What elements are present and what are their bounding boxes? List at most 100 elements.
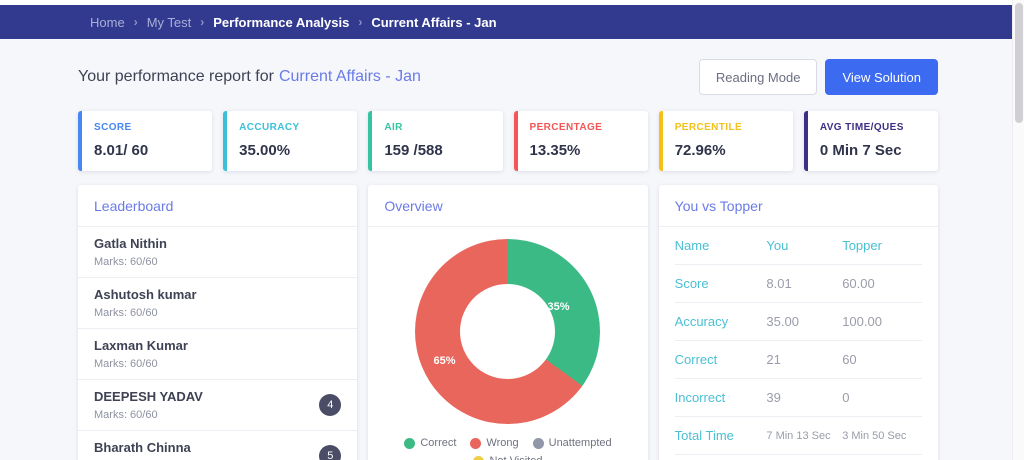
overview-chart: 35% 65% [415,239,601,424]
stat-card: AVG TIME/QUES 0 Min 7 Sec [803,111,939,171]
leaderboard-item: Ashutosh kumar Marks: 60/60 [78,278,358,329]
stat-label: PERCENTILE [674,122,743,133]
main-content: Your performance report for Current Affai… [0,39,1012,460]
column-header-topper: Topper [842,238,882,253]
legend-label: Wrong [486,437,519,449]
legend-dot [532,437,544,449]
leaderboard-name: Ashutosh kumar [94,287,197,302]
stat-value: 0 Min 7 Sec [819,142,902,159]
stat-label: ACCURACY [239,122,300,133]
report-header: Your performance report for Current Affai… [78,59,938,95]
leaderboard-panel: Leaderboard Gatla Nithin Marks: 60/60 As… [78,185,358,460]
stat-value: 13.35% [529,142,581,159]
breadcrumb-item-my-test[interactable]: My Test [146,14,192,30]
leaderboard-marks: Marks: 60/60 [94,409,158,421]
page-title: Your performance report for Current Affai… [78,68,421,86]
stat-card: PERCENTILE 72.96% [658,111,793,171]
stat-card: SCORE 8.01/ 60 [78,111,213,171]
comparison-row-accuracy: Accuracy 35.00 100.00 [674,303,922,341]
comparison-header-row: Name You Topper [674,227,922,265]
leaderboard-marks: Marks: 60/60 [94,358,158,370]
comparison-row-total-time: Total Time 7 Min 13 Sec 3 Min 50 Sec [674,417,922,455]
legend-dot [473,455,485,460]
legend-item-wrong[interactable]: Wrong [470,437,519,449]
legend-dot [404,437,416,449]
comparison-topper-value: 100.00 [842,314,882,329]
comparison-you-value: 39 [766,390,781,405]
stat-value: 8.01/ 60 [94,142,149,159]
comparison-you-value: 7 Min 13 Sec [766,429,831,442]
scrollbar-thumb[interactable] [1015,3,1023,123]
stat-label: AIR [384,122,403,133]
rank-badge: 5 [319,445,342,460]
comparison-metric: Accuracy [674,314,729,329]
comparison-row-incorrect: Incorrect 39 0 [674,379,922,417]
you-vs-topper-title: You vs Topper [658,185,938,227]
leaderboard-marks: Marks: 60/60 [94,307,158,319]
comparison-topper-value: 60.00 [842,276,875,291]
slice-label-wrong: 65% [433,355,456,367]
comparison-table: Name You Topper Score 8.01 60.00 Accurac… [659,227,938,455]
chart-legend: Correct Wrong Unattempted [368,437,647,460]
reading-mode-button[interactable]: Reading Mode [698,59,818,95]
legend-label: Correct [420,437,457,449]
comparison-metric: Total Time [674,428,734,443]
leaderboard-title: Leaderboard [78,185,358,227]
breadcrumb-item-performance-analysis[interactable]: Performance Analysis [213,14,350,30]
stat-value: 159 /588 [384,142,443,159]
chevron-right-icon: › [358,15,363,29]
comparison-topper-value: 60 [842,352,857,367]
leaderboard-item: Laxman Kumar Marks: 60/60 [78,329,358,380]
leaderboard-item: Gatla Nithin Marks: 60/60 [78,227,358,278]
stat-value: 72.96% [674,142,726,159]
page-title-test-name: Current Affairs - Jan [278,68,421,85]
comparison-you-value: 21 [766,352,781,367]
column-header-name: Name [674,238,710,253]
comparison-topper-value: 0 [842,390,850,405]
stat-label: SCORE [94,122,132,133]
overview-panel: Overview 35% 65% Correct [368,185,648,460]
legend-item-unattempted[interactable]: Unattempted [532,437,612,449]
comparison-metric: Score [674,276,709,291]
chevron-right-icon: › [200,15,205,29]
slice-label-correct: 35% [547,301,570,313]
stat-card: PERCENTAGE 13.35% [513,111,648,171]
top-strip [0,0,1012,5]
scrollbar[interactable] [1012,0,1024,460]
legend-row: Correct Wrong Unattempted [404,437,612,449]
legend-item-not-visited[interactable]: Not Visited [473,455,542,460]
leaderboard-item: DEEPESH YADAV Marks: 60/60 4 [78,380,358,431]
legend-label: Not Visited [489,455,542,460]
comparison-you-value: 8.01 [766,276,792,291]
panels-row: Leaderboard Gatla Nithin Marks: 60/60 As… [78,185,938,460]
stat-cards: SCORE 8.01/ 60 ACCURACY 35.00% AIR 159 /… [78,111,939,171]
legend-dot [470,437,482,449]
leaderboard-list: Gatla Nithin Marks: 60/60 Ashutosh kumar… [78,227,358,460]
stat-value: 35.00% [239,142,291,159]
you-vs-topper-panel: You vs Topper Name You Topper Score 8.01… [658,185,938,460]
rank-badge: 4 [319,394,342,416]
donut-hole [460,284,556,379]
leaderboard-name: Bharath Chinna [94,440,191,455]
view-solution-button[interactable]: View Solution [825,59,938,95]
overview-title: Overview [368,185,648,227]
leaderboard-name: Gatla Nithin [94,236,167,251]
stat-card: AIR 159 /588 [368,111,503,171]
stat-card: ACCURACY 35.00% [223,111,358,171]
comparison-metric: Correct [674,352,718,367]
leaderboard-name: Laxman Kumar [94,338,188,353]
leaderboard-item: Bharath Chinna Marks: 60/60 5 [78,431,357,460]
header-actions: Reading Mode View Solution [698,59,938,95]
chevron-right-icon: › [133,15,138,29]
legend-row: Not Visited [473,455,542,460]
comparison-metric: Incorrect [674,390,726,405]
breadcrumb: Home › My Test › Performance Analysis › … [0,5,1012,39]
comparison-you-value: 35.00 [766,314,799,329]
comparison-row-correct: Correct 21 60 [674,341,922,379]
legend-label: Unattempted [548,437,612,449]
legend-item-correct[interactable]: Correct [404,437,456,449]
stat-label: PERCENTAGE [529,122,603,133]
page-title-prefix: Your performance report for [78,68,274,85]
breadcrumb-item-home[interactable]: Home [90,14,125,30]
